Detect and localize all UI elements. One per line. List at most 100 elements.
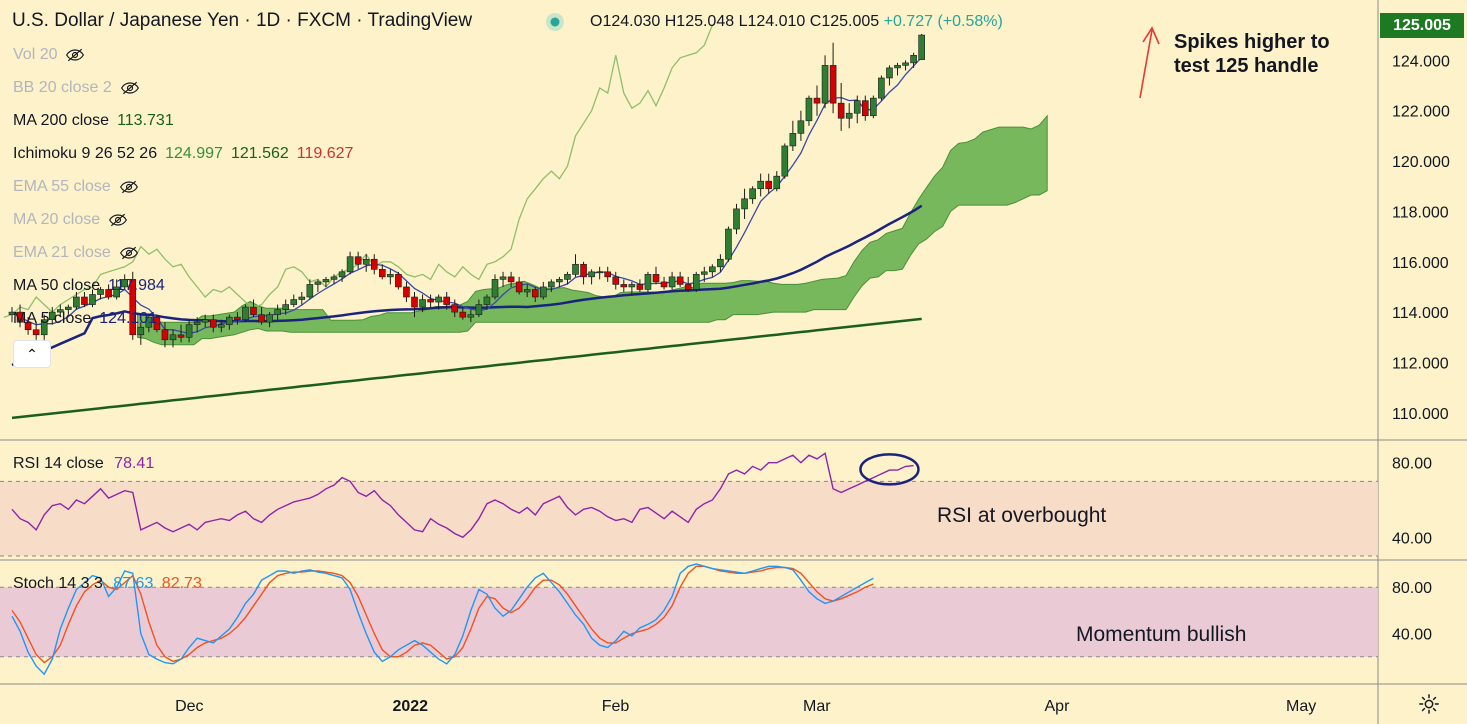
stoch-k-value: 87.63 [113, 575, 154, 592]
annotation-stoch: Momentum bullish [1076, 623, 1247, 646]
candle-body [378, 269, 386, 278]
annotation-price: Spikes higher to test 125 handle [1174, 31, 1330, 77]
candle-body [781, 145, 789, 177]
stoch-legend[interactable]: Stoch 14 3 3 87.63 82.73 [13, 575, 202, 593]
legend-value: 113.731 [117, 112, 174, 129]
rsi-highlight-ellipse [859, 453, 920, 486]
candle-body [89, 294, 96, 305]
price-tick-label: 110.000 [1392, 406, 1449, 423]
candle-body [684, 284, 692, 290]
candle-body [660, 281, 668, 288]
legend-row[interactable]: MA 200 close 113.731 [13, 112, 174, 130]
candle-body [894, 65, 901, 69]
legend-name: Ichimoku 9 26 52 26 [13, 145, 158, 162]
eye-crossed-icon[interactable] [119, 180, 139, 194]
legend-row[interactable]: Ichimoku 9 26 52 26 124.997 121.562 119.627 [13, 145, 353, 163]
eye-crossed-icon[interactable] [119, 246, 139, 260]
legend-name: EMA 21 close [13, 244, 111, 261]
candle-body [692, 274, 700, 290]
candle-body [387, 274, 394, 278]
open-value: O124.030 [590, 13, 661, 30]
arrow-up-icon [1139, 29, 1153, 99]
candle-body [145, 316, 153, 328]
collapse-legend-button[interactable]: ⌃ [13, 340, 51, 368]
candle-body [829, 65, 837, 104]
stoch-d-line [11, 565, 874, 664]
legend-value: 121.562 [230, 145, 289, 162]
last-price-label: 125.005 [1380, 13, 1464, 38]
candle-body [668, 276, 676, 288]
legend-row[interactable]: Vol 20 [13, 46, 85, 64]
candle-body [765, 180, 773, 190]
candle-body [153, 316, 161, 331]
candle-body [805, 97, 813, 122]
candle-body [700, 271, 708, 275]
candle-body [370, 258, 378, 270]
price-tick-label: 116.000 [1392, 255, 1449, 272]
legend-row[interactable]: MA 50 close 117.984 [13, 277, 165, 295]
chevron-up-icon: ⌃ [26, 346, 38, 362]
stoch-legend-name: Stoch 14 3 3 [13, 575, 103, 592]
stoch-tick-label: 80.00 [1392, 580, 1432, 597]
candle-body [282, 304, 290, 310]
candlestick-series [8, 33, 925, 348]
candle-body [564, 274, 571, 280]
legend-name: Vol 20 [13, 46, 58, 63]
time-tick-label: Dec [175, 698, 203, 715]
eye-crossed-icon[interactable] [120, 81, 140, 95]
symbol-title[interactable]: U.S. Dollar / Japanese Yen · 1D · FXCM ·… [12, 10, 473, 31]
ma200-line [11, 317, 922, 420]
candle-body [483, 296, 491, 305]
time-tick-label: Mar [803, 698, 831, 715]
legend-row[interactable]: EMA 55 close [13, 178, 139, 196]
rsi-band [0, 481, 1378, 556]
legend-row[interactable]: MA 20 close [13, 211, 128, 229]
candle-body [48, 311, 56, 320]
candle-body [845, 112, 853, 119]
eye-crossed-icon[interactable] [108, 213, 128, 227]
change-value: +0.727 (+0.58%) [883, 13, 1003, 30]
legend-name: MA 200 close [13, 112, 110, 129]
rsi-tick-label: 80.00 [1392, 456, 1432, 473]
candle-body [403, 286, 410, 298]
candle-body [65, 306, 72, 310]
candle-body [733, 208, 740, 230]
candle-body [97, 289, 104, 295]
candle-body [137, 326, 145, 336]
candle-body [475, 304, 483, 315]
candle-body [427, 299, 434, 303]
candle-body [435, 296, 442, 303]
candle-body [354, 256, 362, 265]
eye-crossed-icon[interactable] [65, 48, 85, 62]
candle-body [362, 258, 370, 265]
time-tick-label: May [1286, 698, 1316, 715]
candle-body [346, 256, 354, 273]
candle-body [451, 304, 459, 313]
settings-gear-icon[interactable] [1418, 693, 1440, 715]
candle-body [837, 102, 845, 119]
candle-body [32, 329, 40, 336]
close-value: C125.005 [809, 13, 880, 30]
candle-body [878, 77, 885, 99]
candle-body [258, 314, 265, 323]
legend-row[interactable]: EMA 21 close [13, 244, 139, 262]
candle-body [870, 97, 877, 117]
legend-row[interactable]: MA 5 close 124.101 [13, 310, 157, 328]
rsi-legend[interactable]: RSI 14 close 78.41 [13, 455, 154, 473]
candle-body [676, 276, 684, 285]
legend-value: 119.627 [296, 145, 354, 162]
candle-body [105, 289, 112, 298]
candle-body [161, 329, 169, 341]
candle-body [709, 266, 716, 273]
candle-body [523, 289, 531, 293]
legend-row[interactable]: BB 20 close 2 [13, 79, 140, 97]
candle-body [604, 271, 612, 278]
candle-body [266, 314, 273, 323]
candle-body [548, 281, 555, 288]
candle-body [169, 334, 177, 341]
legend-value: 124.997 [165, 145, 223, 162]
candle-body [177, 334, 185, 338]
candle-body [129, 279, 137, 336]
